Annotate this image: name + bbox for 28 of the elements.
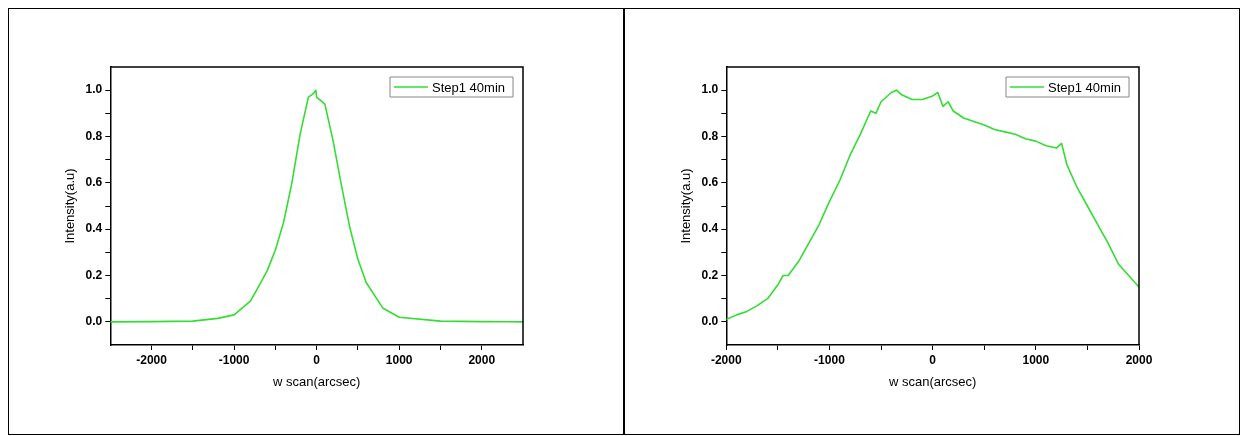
y-axis-title: Intensity(a.u) [62, 168, 78, 244]
y-tick-label: 0.4 [701, 221, 719, 236]
y-tick-label: 1.0 [701, 82, 719, 97]
legend-label: Step1 40min [1048, 79, 1122, 95]
y-tick-label: 0.0 [701, 314, 719, 329]
x-tick-label: -2000 [136, 352, 168, 367]
legend-label: Step1 40min [432, 79, 506, 95]
y-tick-label: 0.2 [85, 267, 103, 282]
y-tick-label: 0.8 [701, 128, 719, 143]
x-axis-title: w scan(arcsec) [887, 373, 977, 389]
y-tick-label: 0.6 [701, 175, 719, 190]
x-tick-label: 0 [313, 352, 321, 367]
y-axis-title: Intensity(a.u) [678, 168, 694, 244]
y-tick-label: 0.0 [85, 314, 103, 329]
x-tick-label: 2000 [468, 352, 496, 367]
x-tick-label: 1000 [385, 352, 413, 367]
x-tick-label: -1000 [218, 352, 250, 367]
x-tick-label: 2000 [1125, 352, 1153, 367]
y-tick-label: 0.4 [85, 221, 103, 236]
x-tick-label: 1000 [1022, 352, 1050, 367]
y-tick-label: 0.2 [701, 267, 719, 282]
x-tick-label: -1000 [814, 352, 846, 367]
y-tick-label: 0.6 [85, 175, 103, 190]
x-tick-label: -2000 [710, 352, 742, 367]
x-tick-label: 0 [929, 352, 937, 367]
x-axis-title: w scan(arcsec) [271, 373, 361, 389]
y-tick-label: 0.8 [85, 128, 103, 143]
y-tick-label: 1.0 [85, 82, 103, 97]
